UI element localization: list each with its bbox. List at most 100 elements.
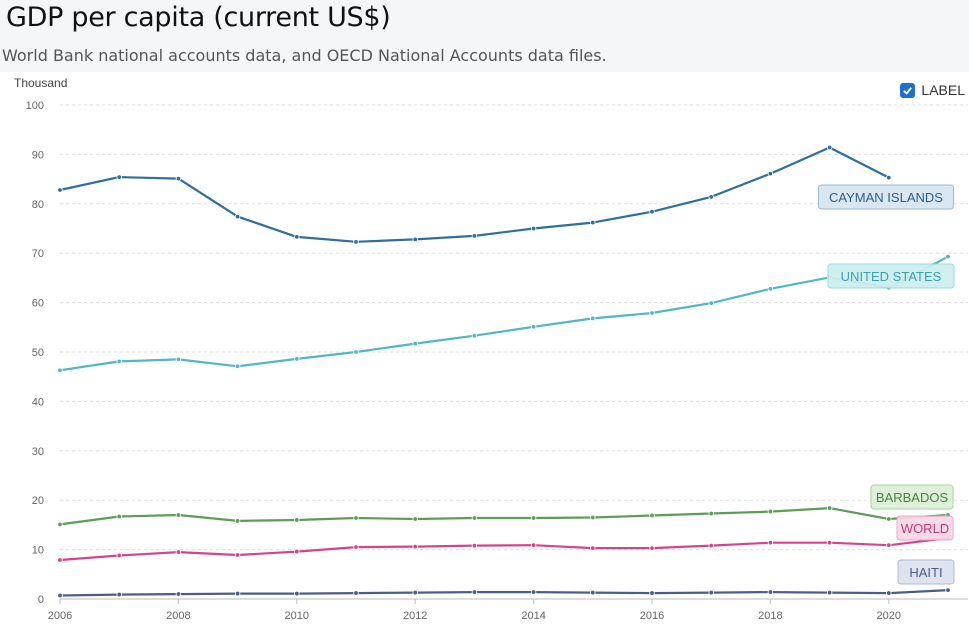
data-point[interactable]	[353, 544, 359, 550]
label-checkbox[interactable]	[900, 82, 916, 98]
data-point[interactable]	[353, 515, 359, 521]
data-point[interactable]	[175, 591, 182, 597]
data-point[interactable]	[767, 539, 774, 546]
x-tick-label: 2006	[48, 610, 72, 622]
data-point[interactable]	[471, 589, 478, 595]
data-point[interactable]	[234, 363, 241, 370]
data-point[interactable]	[294, 590, 300, 597]
data-point[interactable]	[826, 505, 833, 511]
data-point[interactable]	[412, 543, 418, 550]
data-point[interactable]	[530, 515, 537, 521]
data-point[interactable]	[530, 225, 537, 232]
data-point[interactable]	[294, 356, 300, 362]
data-point[interactable]	[767, 286, 774, 292]
data-point[interactable]	[590, 514, 596, 521]
data-point[interactable]	[767, 508, 774, 515]
data-point[interactable]	[708, 194, 714, 200]
y-tick-label: 40	[32, 396, 44, 408]
data-point[interactable]	[590, 219, 596, 226]
data-point[interactable]	[530, 324, 537, 330]
data-point[interactable]	[826, 539, 833, 546]
data-point[interactable]	[234, 552, 241, 558]
series-label-tag: WORLD	[896, 515, 954, 541]
series-label-text: WORLD	[901, 521, 949, 536]
data-point[interactable]	[826, 144, 833, 151]
data-point[interactable]	[945, 587, 951, 593]
data-point[interactable]	[886, 590, 892, 596]
data-point[interactable]	[294, 548, 300, 555]
chart-panel	[0, 72, 969, 633]
data-point[interactable]	[471, 332, 478, 339]
data-point[interactable]	[708, 510, 714, 517]
data-point[interactable]	[175, 549, 182, 555]
data-point[interactable]	[708, 542, 714, 549]
series-label-box	[896, 515, 954, 541]
data-point[interactable]	[175, 512, 182, 518]
data-point[interactable]	[234, 213, 241, 220]
data-point[interactable]	[57, 592, 63, 599]
series-labels: CAYMAN ISLANDS UNITED STATES BARBADOS WORLD…	[818, 184, 955, 585]
data-point[interactable]	[649, 512, 655, 519]
series-label-tag: HAITI	[897, 559, 955, 585]
label-toggle[interactable]: LABEL	[900, 82, 965, 98]
data-point[interactable]	[649, 545, 655, 551]
data-point[interactable]	[116, 513, 122, 520]
data-point[interactable]	[57, 557, 63, 563]
data-point[interactable]	[649, 590, 655, 596]
data-point[interactable]	[57, 367, 63, 373]
data-point[interactable]	[471, 233, 478, 239]
data-point[interactable]	[353, 349, 359, 355]
data-point[interactable]	[412, 236, 418, 243]
data-point[interactable]	[175, 175, 182, 182]
data-point[interactable]	[530, 542, 537, 548]
data-point[interactable]	[294, 517, 300, 523]
data-point[interactable]	[649, 310, 655, 316]
data-point[interactable]	[590, 315, 596, 322]
y-tick-label: 80	[32, 199, 44, 211]
series-lines	[57, 144, 951, 599]
data-point[interactable]	[353, 590, 359, 596]
series-line	[59, 537, 949, 562]
series-line	[59, 255, 949, 372]
data-point[interactable]	[353, 239, 359, 245]
label-toggle-text: LABEL	[921, 82, 965, 98]
x-tick-label: 2014	[521, 610, 545, 622]
y-tick-label: 90	[32, 149, 44, 161]
data-point[interactable]	[234, 590, 241, 597]
data-point[interactable]	[471, 515, 478, 521]
data-point[interactable]	[767, 589, 774, 595]
data-point[interactable]	[175, 356, 182, 363]
data-point[interactable]	[116, 358, 122, 365]
data-point[interactable]	[649, 209, 655, 215]
data-point[interactable]	[590, 589, 596, 596]
data-point[interactable]	[886, 542, 892, 548]
data-point[interactable]	[886, 174, 892, 181]
series-line	[59, 507, 949, 526]
data-point[interactable]	[412, 516, 418, 522]
data-point[interactable]	[826, 589, 833, 596]
data-point[interactable]	[590, 545, 596, 551]
data-point[interactable]	[57, 187, 63, 193]
series-label-text: CAYMAN ISLANDS	[829, 190, 943, 205]
data-point[interactable]	[116, 591, 122, 598]
data-point[interactable]	[116, 174, 122, 180]
series-label-text: HAITI	[909, 565, 942, 580]
data-point[interactable]	[708, 589, 714, 596]
y-tick-label: 0	[38, 594, 44, 606]
data-point[interactable]	[945, 253, 951, 260]
data-point[interactable]	[530, 589, 537, 595]
data-point[interactable]	[708, 300, 714, 306]
y-tick-label: 10	[32, 545, 44, 557]
data-point[interactable]	[412, 340, 418, 347]
y-tick-label: 50	[32, 347, 44, 359]
data-point[interactable]	[767, 170, 774, 177]
data-point[interactable]	[294, 234, 300, 240]
x-tick-label: 2020	[877, 610, 901, 622]
data-point[interactable]	[57, 521, 63, 528]
data-point[interactable]	[471, 542, 478, 549]
data-point[interactable]	[886, 516, 892, 522]
data-point[interactable]	[234, 518, 241, 524]
data-point[interactable]	[412, 589, 418, 596]
data-point[interactable]	[116, 552, 122, 559]
